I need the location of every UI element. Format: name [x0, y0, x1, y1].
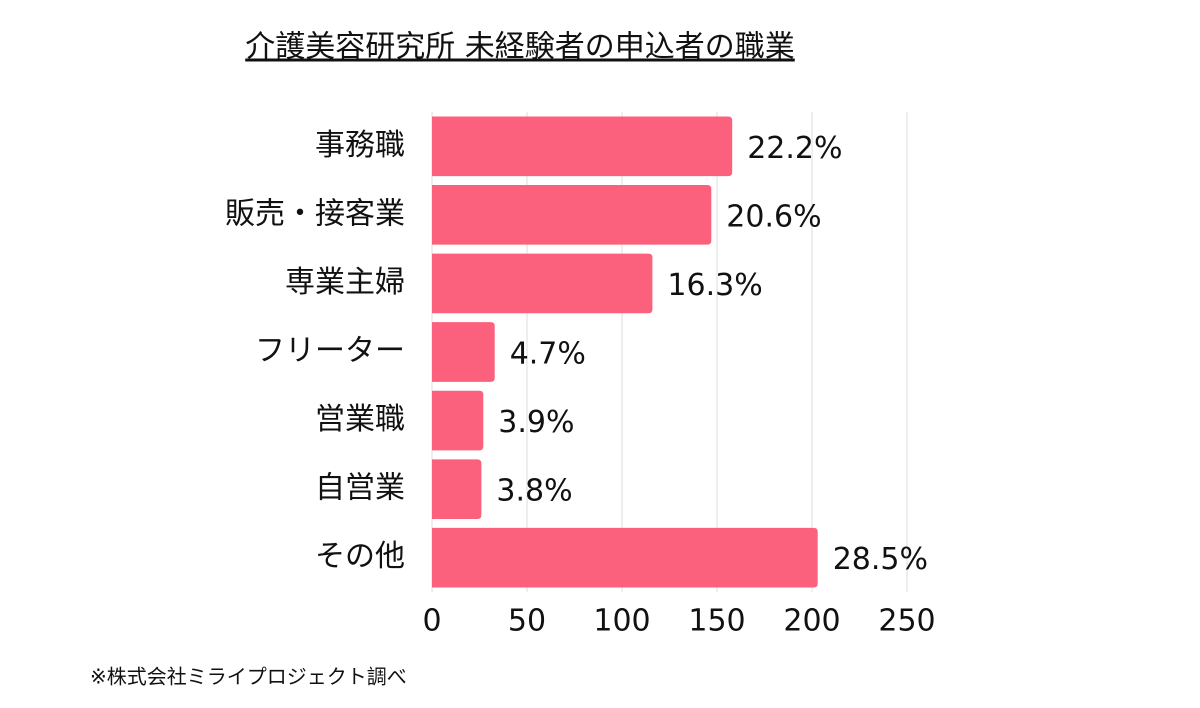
y-tick-label: 販売・接客業: [225, 196, 405, 231]
x-tick-label: 250: [878, 604, 935, 639]
y-tick-label: 専業主婦: [285, 265, 405, 300]
bar: [432, 116, 733, 177]
value-label: 28.5%: [833, 542, 928, 577]
bar: [432, 527, 818, 588]
bar: [432, 459, 482, 519]
bar: [432, 185, 712, 245]
y-tick-label: 自営業: [315, 471, 405, 506]
bar: [432, 390, 484, 451]
bar: [432, 253, 653, 314]
x-tick-label: 200: [783, 604, 840, 639]
value-label: 20.6%: [726, 199, 821, 234]
value-label: 22.2%: [747, 131, 842, 166]
y-tick-label: 営業職: [315, 402, 405, 437]
y-tick-label: フリーター: [255, 334, 405, 369]
x-tick-label: 150: [688, 604, 745, 639]
bar: [432, 322, 495, 382]
footnote: ※株式会社ミライプロジェクト調べ: [90, 665, 407, 689]
value-label: 4.7%: [510, 337, 586, 372]
y-tick-label: 事務職: [315, 128, 405, 163]
value-label: 16.3%: [667, 268, 762, 303]
x-tick-label: 50: [508, 604, 546, 639]
value-label: 3.8%: [496, 474, 572, 509]
y-tick-label: その他: [315, 539, 405, 574]
x-tick-label: 0: [422, 604, 441, 639]
value-label: 3.9%: [498, 405, 574, 440]
chart-title: 介護美容研究所 未経験者の申込者の職業: [245, 30, 795, 65]
x-tick-label: 100: [593, 604, 650, 639]
